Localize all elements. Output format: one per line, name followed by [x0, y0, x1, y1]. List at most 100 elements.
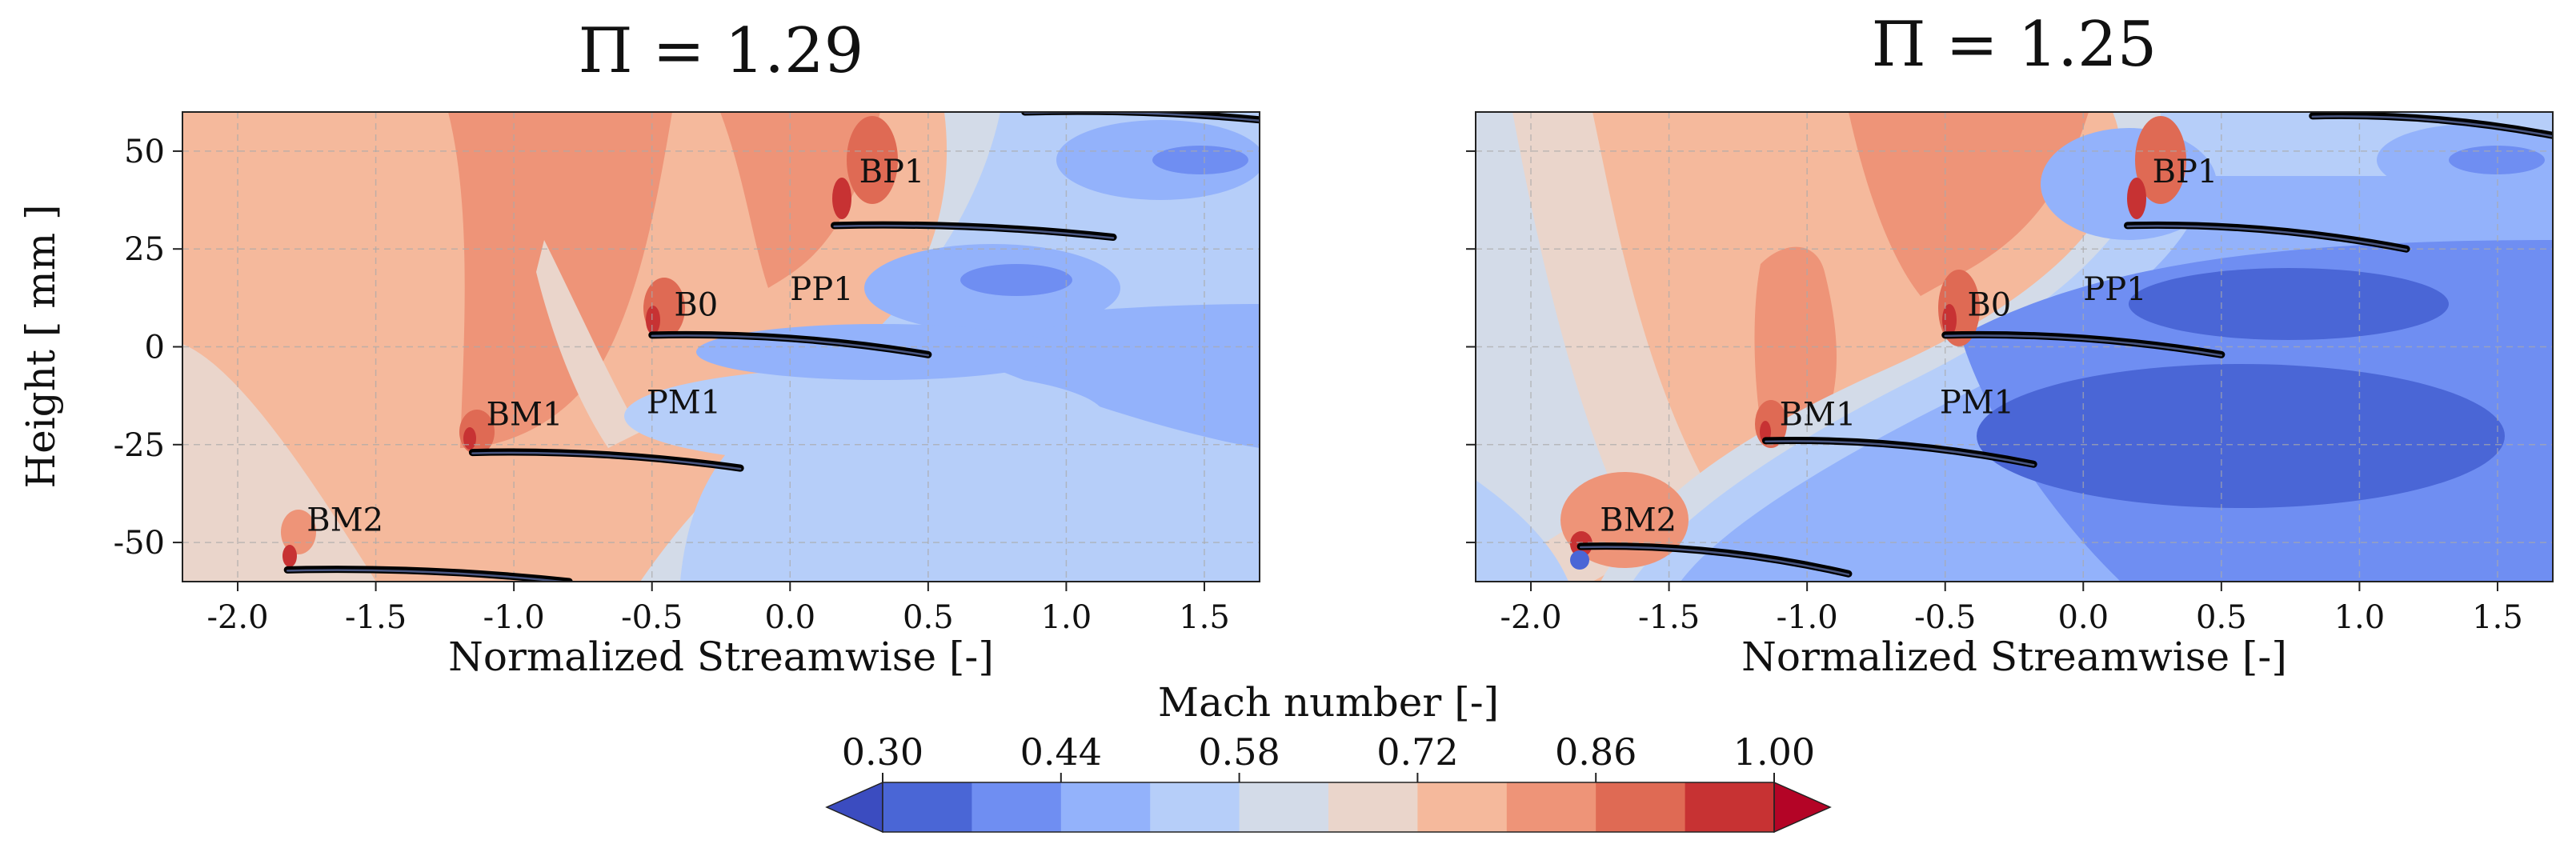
colorbar-under-arrow: [825, 781, 883, 834]
x-tick-label: 0.5: [903, 599, 954, 636]
annotation-pm1: PM1: [647, 385, 721, 422]
blade-highlight: [833, 224, 1115, 239]
grid-right: [1476, 112, 2553, 582]
colorbar-band: [1506, 782, 1596, 832]
annotation-bm1: BM1: [1780, 396, 1857, 433]
y-tick-label: 0: [145, 330, 165, 366]
contour-band: [282, 545, 297, 567]
contour-band: [536, 240, 640, 448]
contour-band: [2135, 116, 2186, 204]
contour-band: [624, 368, 1104, 464]
x-tick-label: -2.0: [206, 599, 268, 636]
blade-highlight: [2311, 115, 2553, 138]
panel-left-title: Π = 1.29: [579, 15, 864, 87]
colorbar-band: [1150, 782, 1240, 832]
x-axis-label-right: Normalized Streamwise [-]: [1741, 634, 2287, 680]
colorbar-band: [1328, 782, 1418, 832]
colorbar-band: [1685, 782, 1775, 832]
annotation-pp1: PP1: [2083, 271, 2146, 308]
colorbar-tick-label: 1.00: [1733, 730, 1815, 774]
contour-band: [1942, 304, 1957, 336]
contour-band: [720, 112, 880, 288]
x-tick-label: -2.0: [1500, 599, 1561, 636]
annotation-bm2: BM2: [306, 502, 383, 538]
annotations-left: BP1 B0 PP1 PM1 BM1 BM2: [306, 154, 924, 538]
x-tick-label: -1.5: [1638, 599, 1700, 636]
x-tick-label: -0.5: [1914, 599, 1976, 636]
contour-field-left: [182, 112, 1260, 582]
colorbar-tick-label: 0.58: [1198, 730, 1280, 774]
colorbar-label: Mach number [-]: [1158, 679, 1499, 726]
colorbar-band: [1060, 782, 1151, 832]
contour-band: [1570, 550, 1589, 570]
y-tick-label: -50: [114, 525, 165, 562]
panel-right: Π = 1.25: [1466, 9, 2554, 680]
contour-band: [832, 178, 851, 219]
colorbar-tick-label: 0.30: [842, 730, 923, 774]
annotation-b0: B0: [674, 286, 718, 323]
x-axis-left: -2.0 -1.5 -1.0 -0.5 0.0 0.5 1.0 1.5: [206, 582, 1230, 636]
x-tick-label: 0.5: [2196, 599, 2247, 636]
x-tick-label: -1.0: [1777, 599, 1838, 636]
x-tick-label: 1.5: [2472, 599, 2523, 636]
blade-highlight: [471, 451, 742, 470]
blade-highlight: [651, 334, 930, 357]
x-tick-label: -1.0: [483, 599, 545, 636]
y-tick-label: 50: [124, 134, 165, 170]
contour-band: [2127, 178, 2146, 219]
grid-left: [182, 112, 1260, 582]
contour-band: [281, 510, 316, 554]
blade-highlight: [2126, 225, 2408, 251]
x-tick-label: -0.5: [621, 599, 683, 636]
blade-highlight: [1579, 546, 1850, 576]
colorbar-band: [972, 782, 1062, 832]
blades-right: [1576, 112, 2553, 578]
colorbar-tick-label: 0.86: [1555, 730, 1637, 774]
x-tick-label: -1.5: [345, 599, 407, 636]
contour-band: [463, 427, 476, 450]
annotation-bp1: BP1: [859, 154, 925, 190]
blade-highlight: [1765, 440, 2035, 466]
blade-highlight: [286, 569, 570, 582]
colorbar-frame: [882, 782, 1775, 833]
colorbar-band: [1239, 782, 1329, 832]
contour-band: [1849, 112, 2089, 296]
contour-band: [2129, 268, 2449, 340]
annotations-right: BP1 B0 PP1 PM1 BM1 BM2: [1600, 154, 2217, 538]
annotation-bp1: BP1: [2153, 154, 2218, 190]
colorbar-tick-label: 0.44: [1020, 730, 1102, 774]
annotation-b0: B0: [1967, 286, 2011, 323]
y-axis-left: 50 25 0 -25 -50: [114, 134, 182, 562]
contour-band: [847, 116, 898, 204]
contour-band: [182, 344, 376, 582]
contour-band: [1754, 246, 1837, 424]
y-axis-label: Height [ mm ]: [18, 204, 64, 488]
blades-left: [283, 112, 1260, 582]
colorbar-ticks: 0.30 0.44 0.58 0.72 0.86 1.00: [842, 730, 1815, 782]
colorbar-bands: [825, 781, 1832, 834]
colorbar: Mach number [-] 0.30 0.44 0.58 0.72 0.86 1.00: [825, 679, 1832, 834]
contour-band: [2449, 146, 2545, 174]
x-tick-label: 1.5: [1179, 599, 1230, 636]
y-tick-label: -25: [114, 427, 165, 464]
annotation-bm1: BM1: [487, 396, 563, 433]
annotation-bm2: BM2: [1600, 502, 1677, 538]
x-axis-label-left: Normalized Streamwise [-]: [448, 634, 994, 680]
colorbar-over-arrow: [1773, 781, 1832, 834]
x-axis-right: -2.0 -1.5 -1.0 -0.5 0.0 0.5 1.0 1.5: [1500, 582, 2523, 636]
colorbar-band: [1596, 782, 1686, 832]
x-tick-label: 0.0: [2057, 599, 2109, 636]
y-axis-right: [1466, 150, 1476, 544]
colorbar-band: [883, 782, 972, 832]
panel-right-title: Π = 1.25: [1872, 9, 2157, 81]
x-tick-label: 0.0: [764, 599, 815, 636]
x-tick-label: 1.0: [1041, 599, 1092, 636]
blade-highlight: [1944, 334, 2223, 357]
contour-band: [646, 306, 660, 334]
annotation-pp1: PP1: [790, 271, 853, 308]
contour-band: [960, 264, 1072, 296]
colorbar-band: [1417, 782, 1508, 832]
x-tick-label: 1.0: [2334, 599, 2386, 636]
